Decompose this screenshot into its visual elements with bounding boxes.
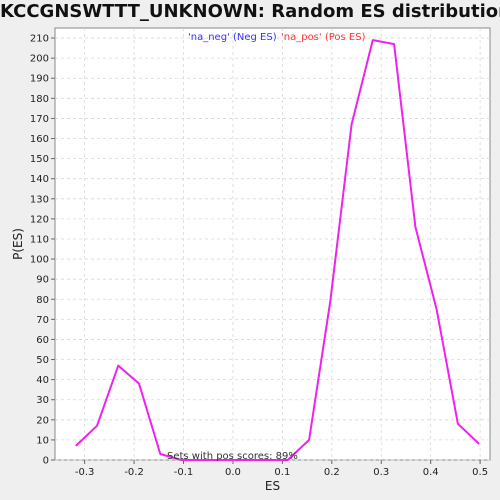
legend: 'na_neg' (Neg ES) 'na_pos' (Pos ES) [188,32,366,43]
x-tick-label: 0.5 [472,467,488,478]
y-tick-label: 170 [30,114,49,125]
y-tick-label: 60 [36,335,49,346]
y-tick-label: 200 [30,54,49,65]
x-axis-label: ES [265,479,280,493]
series-line [75,39,480,461]
y-axis-label: P(ES) [11,228,25,260]
y-tick-label: 70 [36,315,49,326]
axes: 0 10 20 30 40 50 60 70 80 90 100 110 120 130 140 150 160… [30,34,488,478]
x-tick-label: -0.2 [124,467,144,478]
y-tick-label: 140 [30,174,49,185]
y-tick-label: 90 [36,275,49,286]
y-tick-label: 110 [30,234,49,245]
x-tick-label: -0.3 [75,467,95,478]
y-tick-label: 80 [36,295,49,306]
y-tick-label: 100 [30,255,49,266]
y-tick-label: 190 [30,74,49,85]
x-tick-label: 0.3 [373,467,389,478]
plot-area [54,27,491,461]
y-tick-label: 30 [36,395,49,406]
x-tick-label: 0.0 [225,467,241,478]
y-tick-label: 180 [30,94,49,105]
y-tick-label: 150 [30,154,49,165]
x-tick-label: 0.1 [274,467,290,478]
chart-title: KCCGNSWTTT_UNKNOWN: Random ES distributi… [0,1,500,22]
x-tick-label: -0.1 [174,467,194,478]
y-tick-label: 50 [36,355,49,366]
y-tick-label: 40 [36,375,49,386]
annotation-text: Sets with pos scores: 89% [167,451,298,462]
y-tick-label: 120 [30,214,49,225]
y-tick-label: 210 [30,34,49,45]
y-tick-label: 0 [43,456,49,467]
legend-item: 'na_neg' (Neg ES) [188,32,277,43]
y-tick-label: 160 [30,134,49,145]
y-tick-label: 10 [36,435,49,446]
y-tick-label: 130 [30,194,49,205]
x-tick-label: 0.4 [423,467,439,478]
series-layer [75,39,480,461]
y-tick-label: 20 [36,415,49,426]
x-tick-label: 0.2 [324,467,340,478]
legend-item: 'na_pos' (Pos ES) [281,32,366,43]
